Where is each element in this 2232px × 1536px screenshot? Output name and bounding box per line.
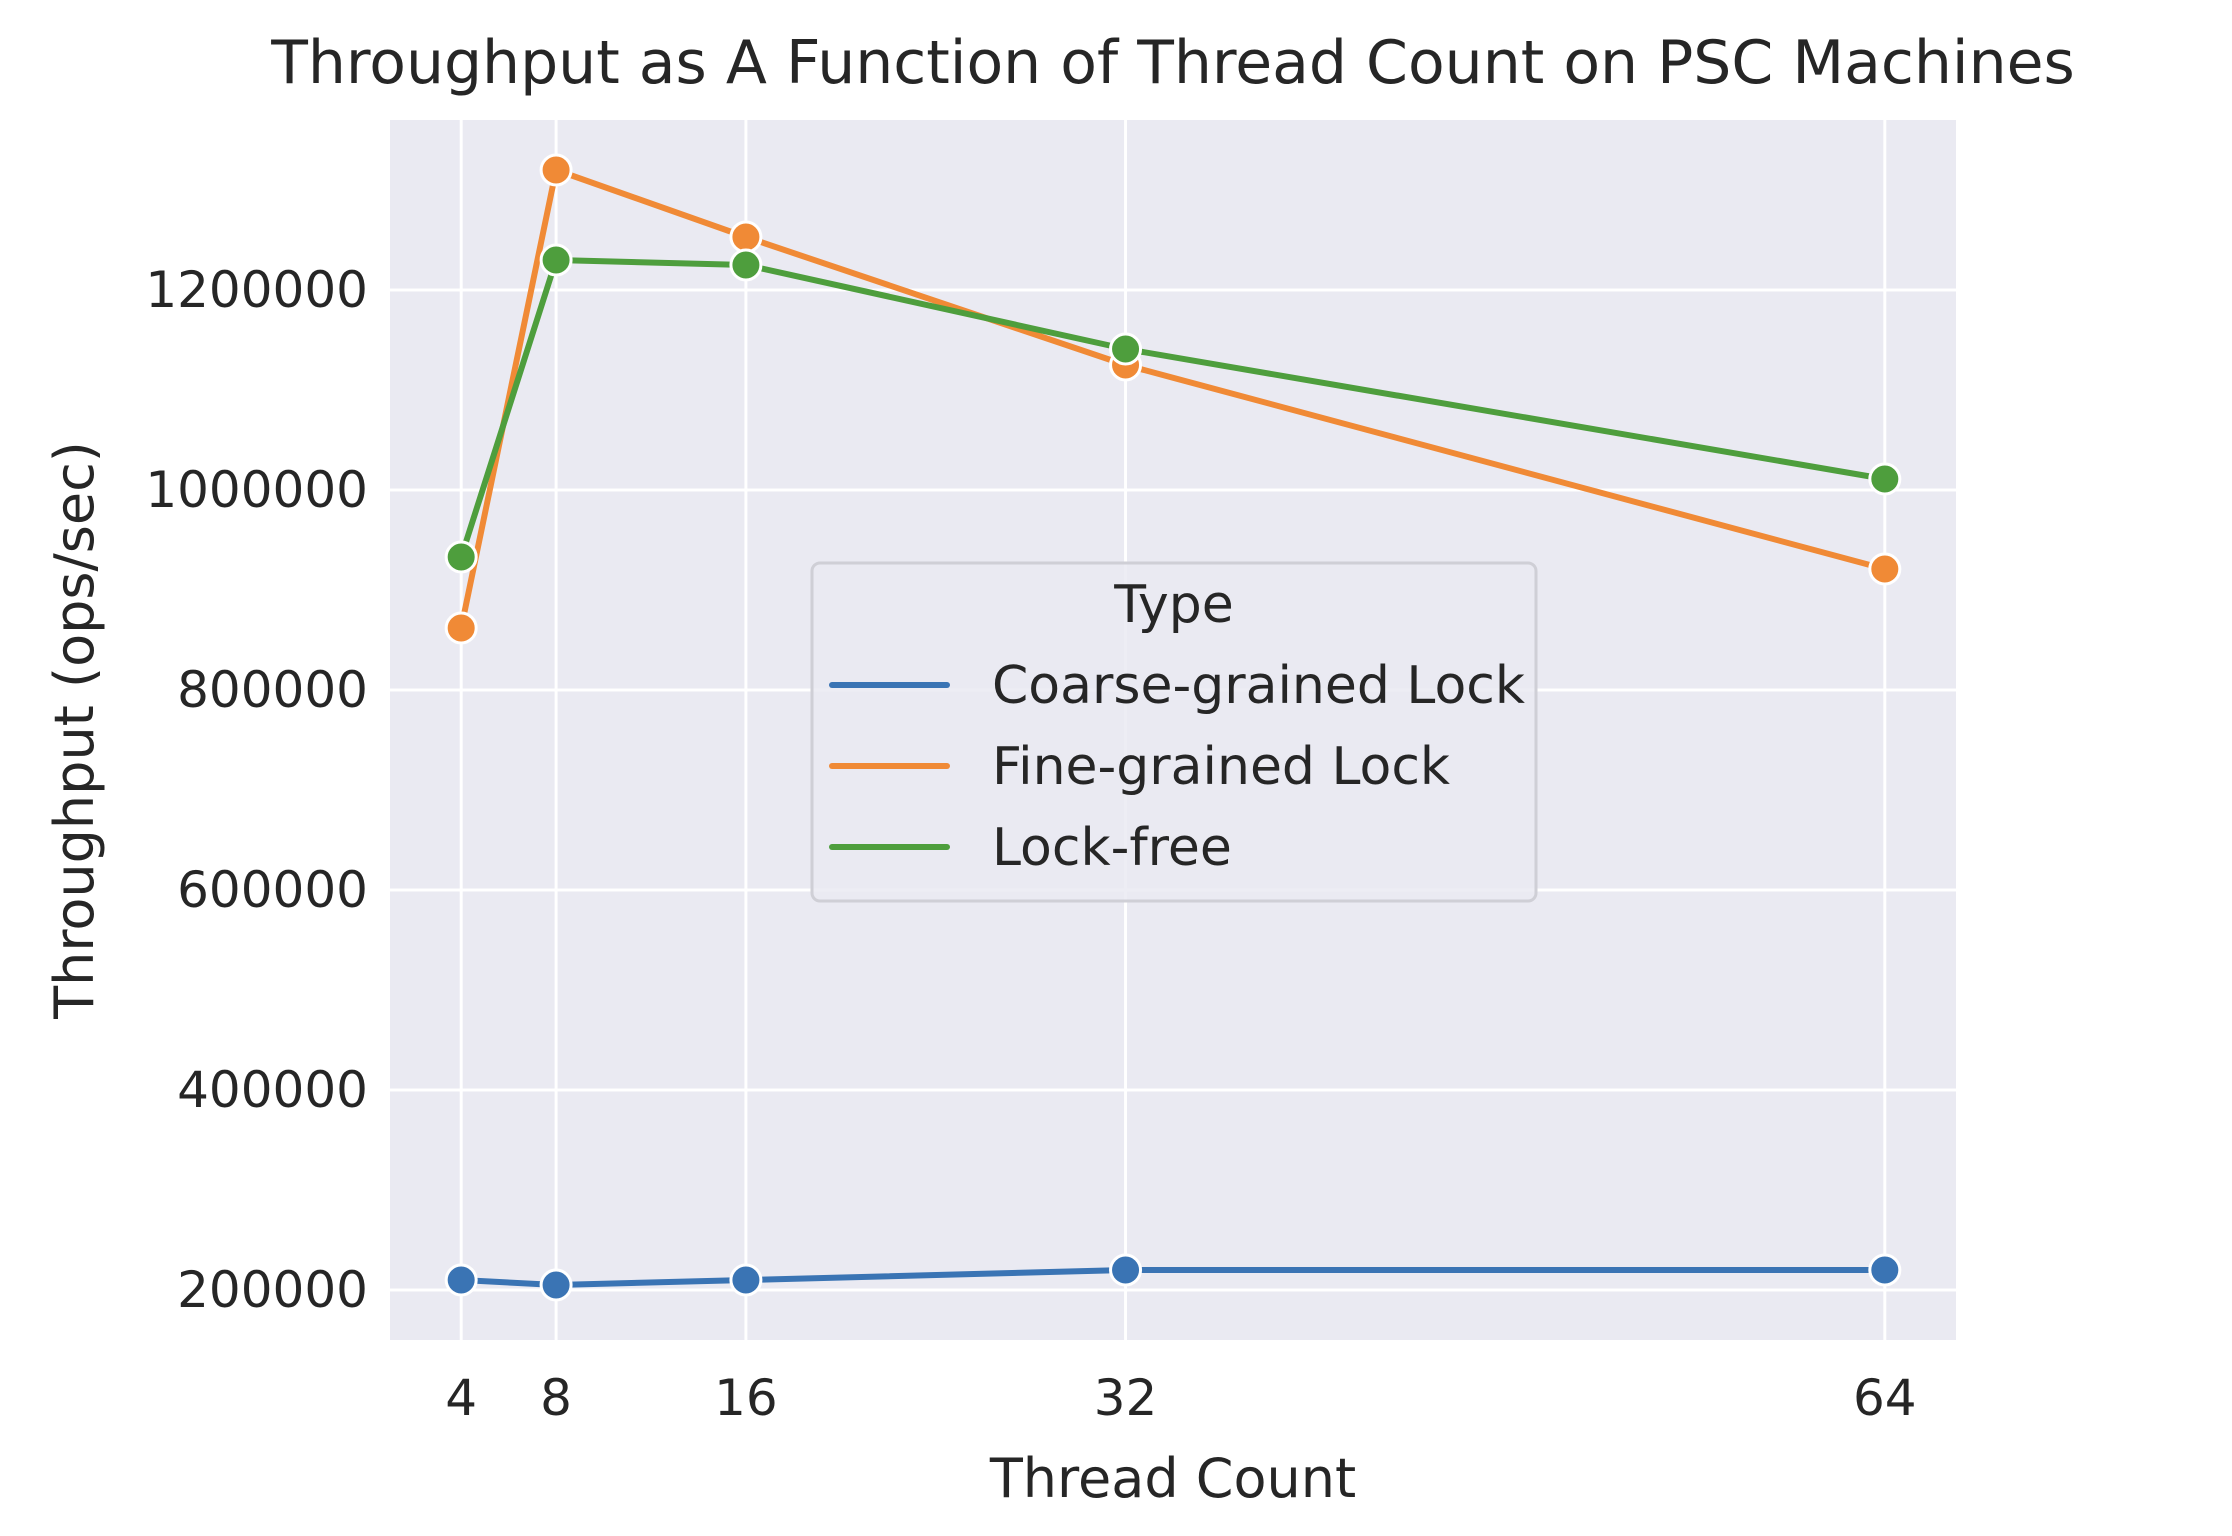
legend-label: Lock-free [992, 818, 1232, 878]
x-tick-label: 32 [1094, 1369, 1158, 1427]
legend-title: Type [1113, 575, 1233, 635]
y-tick-label: 800000 [177, 661, 368, 719]
data-point [539, 243, 573, 277]
data-point [729, 220, 763, 254]
chart-title: Throughput as A Function of Thread Count… [270, 28, 2075, 98]
series-group [444, 153, 1902, 1302]
data-point [444, 611, 478, 645]
series-lock-free [444, 243, 1902, 574]
tick-labels: 200000 400000 600000 800000 1000000 1200000 4 8… [145, 261, 1916, 1427]
y-tick-label: 1000000 [145, 461, 368, 519]
y-tick-label: 1200000 [145, 261, 368, 319]
data-point [729, 1263, 763, 1297]
data-point [1109, 1253, 1143, 1287]
legend: Type Coarse-grained Lock Fine-grained Loc… [810, 561, 1538, 903]
legend-label: Fine-grained Lock [992, 737, 1450, 797]
data-point [539, 153, 573, 187]
x-tick-label: 4 [445, 1369, 477, 1427]
legend-label: Coarse-grained Lock [992, 656, 1525, 716]
y-axis-label: Throughput (ops/sec) [43, 441, 106, 1020]
data-point [444, 1263, 478, 1297]
x-axis-label: Thread Count [989, 1447, 1356, 1510]
data-point [1868, 1253, 1902, 1287]
data-point [1109, 332, 1143, 366]
legend-entries: Coarse-grained Lock Fine-grained Lock Lock… [829, 656, 1525, 878]
y-tick-label: 200000 [177, 1261, 368, 1319]
x-tick-label: 64 [1853, 1369, 1917, 1427]
x-tick-label: 8 [540, 1369, 572, 1427]
legend-box [810, 561, 1538, 903]
y-tick-label: 400000 [177, 1061, 368, 1119]
data-point [539, 1268, 573, 1302]
x-tick-label: 16 [714, 1369, 778, 1427]
data-point [1868, 552, 1902, 586]
data-point [1868, 462, 1902, 496]
data-point [444, 540, 478, 574]
y-tick-label: 600000 [177, 861, 368, 919]
series-coarse-grained-lock [444, 1253, 1902, 1302]
data-point [729, 248, 763, 282]
